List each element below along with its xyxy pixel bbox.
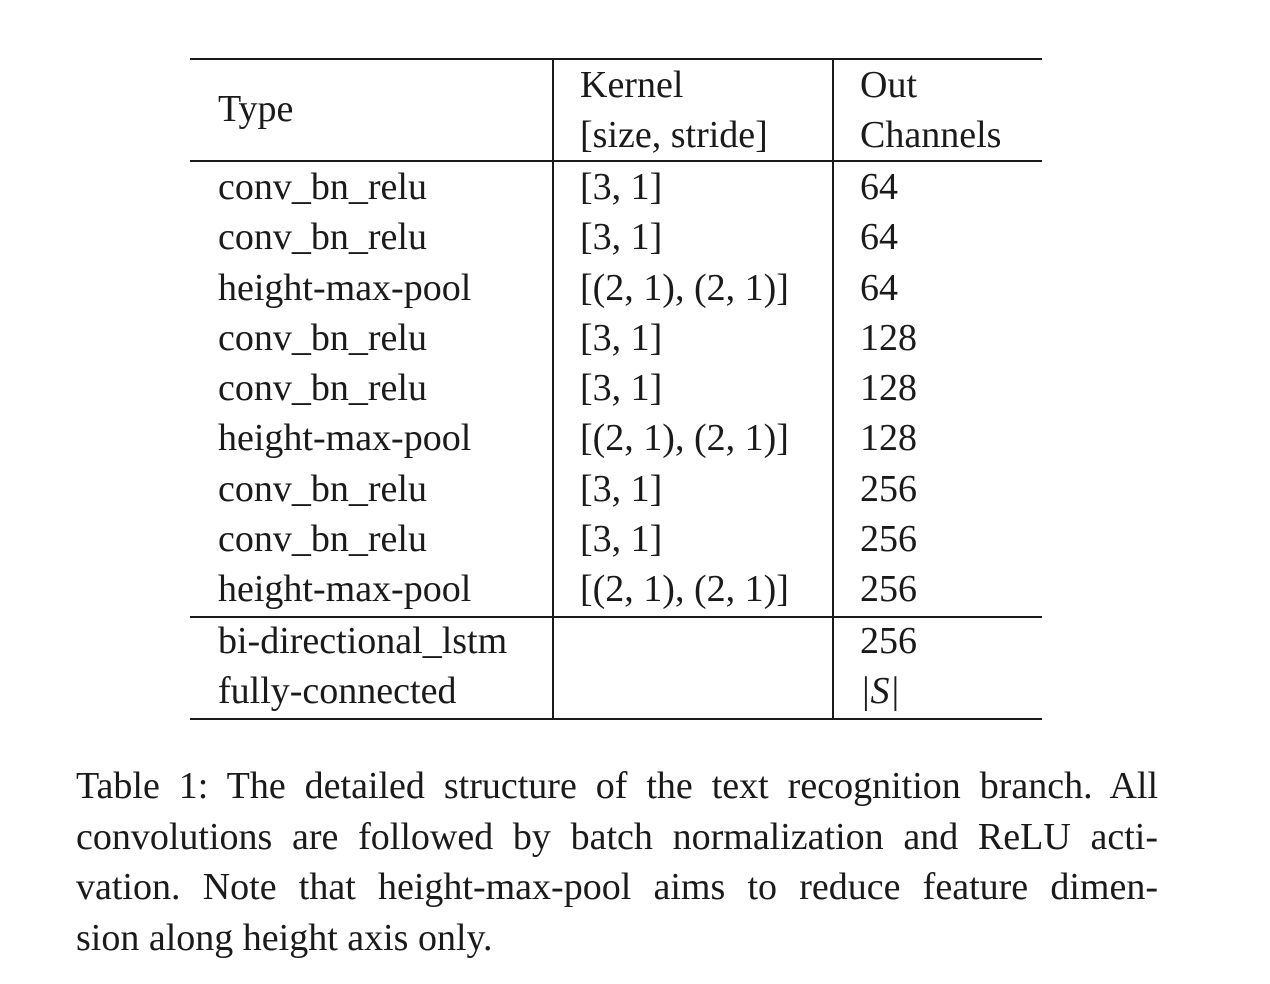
table-row-out: 256 xyxy=(860,620,917,662)
structure-table: Type Kernel [size, stride] Out Channels … xyxy=(190,58,1042,720)
table-row-type: conv_bn_relu xyxy=(218,216,427,258)
table-row-out: 256 xyxy=(860,568,917,610)
header-out: Out xyxy=(860,64,917,106)
table-row-type: height-max-pool xyxy=(218,568,472,610)
table-row-type: height-max-pool xyxy=(218,417,472,459)
header-out-sub: Channels xyxy=(860,114,1002,156)
table-row-out: 64 xyxy=(860,166,898,208)
table-caption: Table 1: The detailed structure of the t… xyxy=(76,761,1158,963)
header-kernel: Kernel xyxy=(580,64,684,106)
table-row-out: 256 xyxy=(860,468,917,510)
table-row-out: 128 xyxy=(860,367,917,409)
table-row-kernel: [3, 1] xyxy=(580,216,663,258)
header-kernel-sub: [size, stride] xyxy=(580,114,768,156)
table-row-out: 256 xyxy=(860,518,917,560)
table-row-kernel: [(2, 1), (2, 1)] xyxy=(580,267,789,309)
header-rule xyxy=(190,160,1042,162)
caption-line: sion along height axis only. xyxy=(76,916,493,959)
section-rule xyxy=(190,616,1042,618)
table-row-out: 64 xyxy=(860,267,898,309)
table-row-type: bi-directional_lstm xyxy=(218,620,508,662)
table-row-type: conv_bn_relu xyxy=(218,166,427,208)
table-row-type: conv_bn_relu xyxy=(218,518,427,560)
table-row-kernel: [3, 1] xyxy=(580,166,663,208)
caption-line: convolutions are followed by batch norma… xyxy=(76,815,1158,858)
table-row-type: conv_bn_relu xyxy=(218,367,427,409)
column-divider xyxy=(552,60,554,718)
table-row-type: height-max-pool xyxy=(218,267,472,309)
table-row-kernel: [3, 1] xyxy=(580,367,663,409)
table-row-type: conv_bn_relu xyxy=(218,468,427,510)
table-row-type: fully-connected xyxy=(218,670,457,712)
caption-line: vation. Note that height-max-pool aims t… xyxy=(76,866,1158,908)
caption-line: Table 1: The detailed structure of the t… xyxy=(76,765,1158,807)
table-row-out: 64 xyxy=(860,216,898,258)
table-row-kernel: [(2, 1), (2, 1)] xyxy=(580,568,789,610)
table-row-out: 128 xyxy=(860,417,917,459)
table-row-kernel: [(2, 1), (2, 1)] xyxy=(580,417,789,459)
table-row-kernel: [3, 1] xyxy=(580,518,663,560)
header-type: Type xyxy=(218,88,294,130)
table-row-type: conv_bn_relu xyxy=(218,317,427,359)
table-row-out: 128 xyxy=(860,317,917,359)
table-row-kernel: [3, 1] xyxy=(580,468,663,510)
column-divider xyxy=(832,60,834,718)
table-row-kernel: [3, 1] xyxy=(580,317,663,359)
table-row-out: |S| xyxy=(860,670,900,712)
